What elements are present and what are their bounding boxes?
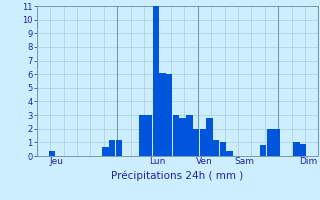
Bar <box>159 73 166 156</box>
X-axis label: Précipitations 24h ( mm ): Précipitations 24h ( mm ) <box>111 171 244 181</box>
Bar <box>220 142 226 156</box>
Bar <box>109 140 116 156</box>
Bar <box>186 115 193 156</box>
Bar <box>206 118 212 156</box>
Bar <box>153 6 159 156</box>
Bar <box>193 129 199 156</box>
Bar <box>49 151 55 156</box>
Bar <box>116 140 122 156</box>
Bar <box>300 144 307 156</box>
Bar <box>273 129 280 156</box>
Bar <box>166 74 172 156</box>
Bar <box>173 115 179 156</box>
Bar <box>293 142 300 156</box>
Bar <box>180 118 186 156</box>
Bar <box>200 129 206 156</box>
Bar <box>260 145 266 156</box>
Bar <box>226 151 233 156</box>
Bar <box>102 147 109 156</box>
Bar <box>146 115 152 156</box>
Bar <box>139 115 146 156</box>
Bar <box>213 140 219 156</box>
Bar <box>267 129 273 156</box>
